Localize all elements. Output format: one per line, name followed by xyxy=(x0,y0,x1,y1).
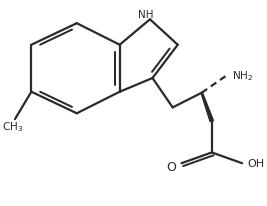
Text: O: O xyxy=(167,160,176,173)
Text: OH: OH xyxy=(247,158,264,168)
Polygon shape xyxy=(201,93,214,122)
Text: NH: NH xyxy=(139,10,154,20)
Text: CH$_3$: CH$_3$ xyxy=(2,119,23,133)
Text: NH$_2$: NH$_2$ xyxy=(232,69,253,83)
